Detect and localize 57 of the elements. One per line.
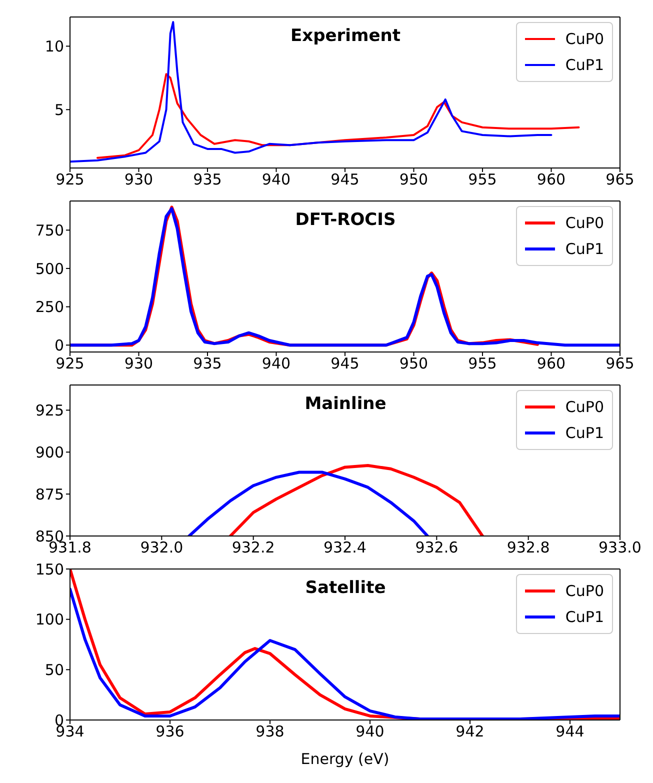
legend-label: CuP1: [565, 56, 604, 74]
x-axis-title: Energy (eV): [300, 750, 390, 768]
line-series: [228, 464, 484, 536]
legend-label: CuP0: [565, 30, 604, 48]
text: Experiment: [290, 26, 400, 46]
x-tick-label: 955: [468, 354, 497, 373]
y-tick-label: 875: [35, 485, 64, 504]
x-tick-label: 932.8: [506, 538, 550, 557]
text: Mainline: [304, 394, 386, 414]
y-tick-label: 925: [35, 401, 64, 420]
y-tick-label: 500: [35, 260, 64, 278]
x-tick-label: 965: [606, 354, 634, 373]
text: DFT-ROCIS: [295, 210, 396, 230]
x-tick-label: 930: [124, 354, 154, 373]
x-tick-label: 932.0: [140, 538, 184, 557]
line-series: [70, 21, 552, 163]
x-tick-label: 940: [262, 354, 291, 373]
line-series: [96, 73, 580, 159]
x-tick-label: 932.4: [324, 538, 366, 557]
y-tick-label: 750: [35, 221, 64, 240]
x-tick-label: 950: [399, 170, 428, 189]
legend-label: CuP1: [565, 424, 604, 442]
y-tick-label: 250: [35, 298, 64, 316]
y-tick-label: 150: [35, 560, 64, 578]
y-tick-label: 5: [54, 100, 64, 119]
line-series: [70, 207, 620, 347]
legend-label: CuP0: [565, 398, 604, 416]
legend-label: CuP0: [565, 582, 604, 600]
x-tick-label: 930: [124, 170, 154, 189]
x-tick-label: 932.2: [232, 538, 275, 557]
x-tick-label: 960: [536, 170, 566, 189]
x-tick-label: 938: [256, 722, 284, 741]
x-tick-label: 965: [606, 170, 634, 189]
x-tick-label: 935: [193, 354, 222, 373]
x-tick-label: 944: [556, 722, 584, 741]
x-tick-label: 942: [456, 722, 484, 741]
y-tick-label: 100: [35, 610, 64, 629]
x-tick-label: 955: [468, 170, 497, 189]
x-tick-label: 935: [193, 170, 222, 189]
x-tick-label: 936: [156, 722, 184, 741]
x-tick-label: 950: [399, 354, 428, 373]
x-tick-label: 945: [330, 170, 360, 189]
x-tick-label: 940: [356, 722, 384, 741]
y-tick-label: 10: [44, 38, 64, 56]
text: Satellite: [305, 578, 386, 598]
y-tick-label: 50: [44, 660, 64, 679]
x-tick-label: 940: [262, 170, 291, 189]
legend-label: CuP1: [565, 608, 604, 626]
legend-label: CuP0: [565, 214, 604, 232]
x-tick-label: 945: [330, 354, 360, 373]
y-tick-label: 0: [54, 336, 64, 354]
legend-label: CuP1: [565, 240, 604, 258]
line-series: [188, 470, 429, 536]
x-tick-label: 932.6: [415, 538, 458, 557]
x-tick-label: 933.0: [598, 538, 642, 557]
y-tick-label: 900: [35, 443, 64, 462]
x-tick-label: 960: [536, 354, 566, 373]
